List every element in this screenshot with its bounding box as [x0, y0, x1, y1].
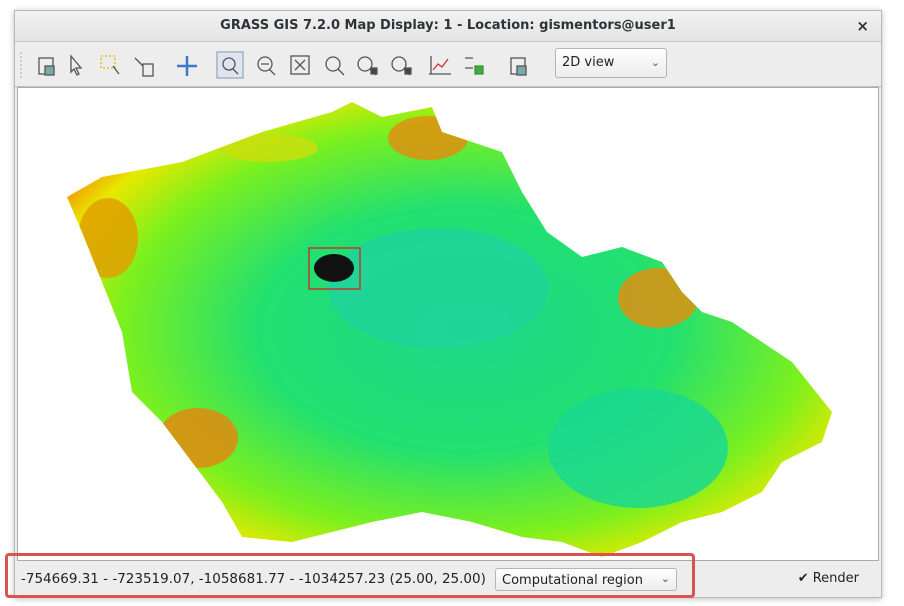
view-combo-value: 2D view: [562, 55, 615, 70]
mode-combo-value: Computational region: [502, 573, 643, 588]
toolbar: 2D view ⌄: [15, 42, 881, 87]
region-box: [308, 247, 361, 290]
combo-arrow: ⌄: [660, 572, 670, 585]
map-display-window: GRASS GIS 7.2.0 Map Display: 1 - Locatio…: [14, 10, 882, 598]
vector-features: [314, 254, 354, 282]
terrain-highlights: [78, 116, 728, 508]
combo-arrow: ⌄: [650, 56, 660, 69]
view-combo[interactable]: 2D view ⌄: [555, 48, 667, 78]
window-title: GRASS GIS 7.2.0 Map Display: 1 - Locatio…: [220, 18, 676, 33]
elevation-map: [67, 102, 832, 557]
render-label: Render: [812, 571, 859, 586]
toolbar-icons: [20, 51, 527, 79]
status-bar: -754669.31 - -723519.07, -1058681.77 - -…: [15, 563, 881, 597]
coordinates-text: -754669.31 - -723519.07, -1058681.77 - -…: [21, 571, 486, 587]
map-canvas: [17, 87, 879, 561]
render-checkbox[interactable]: ✔ Render: [797, 571, 859, 586]
title-bar: GRASS GIS 7.2.0 Map Display: 1 - Locatio…: [15, 11, 881, 42]
mode-combo[interactable]: Computational region ⌄: [495, 568, 677, 591]
close-button[interactable]: ×: [856, 17, 869, 35]
highlight-box: [5, 553, 695, 598]
